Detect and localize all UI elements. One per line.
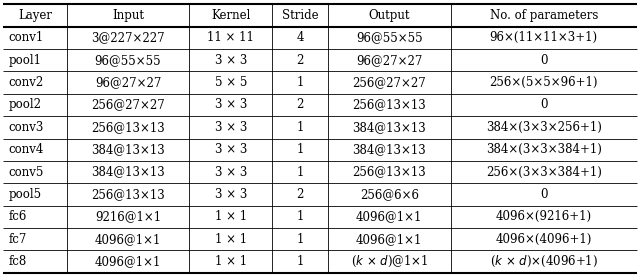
Text: 2: 2 — [296, 54, 304, 67]
Text: conv1: conv1 — [8, 31, 44, 44]
Text: 96@27×27: 96@27×27 — [95, 76, 161, 89]
Text: 0: 0 — [540, 188, 547, 201]
Text: conv3: conv3 — [8, 121, 44, 134]
Text: 4096×(4096+1): 4096×(4096+1) — [495, 233, 592, 246]
Text: 96×(11×11×3+1): 96×(11×11×3+1) — [490, 31, 598, 44]
Text: 4096@1×1: 4096@1×1 — [95, 255, 161, 268]
Text: 256×(3×3×384+1): 256×(3×3×384+1) — [486, 166, 602, 179]
Text: 1 × 1: 1 × 1 — [215, 255, 247, 268]
Text: 1: 1 — [296, 76, 304, 89]
Text: 256@27×27: 256@27×27 — [353, 76, 426, 89]
Text: 384×(3×3×384+1): 384×(3×3×384+1) — [486, 143, 602, 156]
Text: 256@13×13: 256@13×13 — [91, 121, 165, 134]
Text: pool2: pool2 — [8, 98, 42, 111]
Text: fc7: fc7 — [8, 233, 27, 246]
Text: 1: 1 — [296, 210, 304, 223]
Text: 256×(5×5×96+1): 256×(5×5×96+1) — [490, 76, 598, 89]
Text: 2: 2 — [296, 98, 304, 111]
Text: 3 × 3: 3 × 3 — [214, 54, 247, 67]
Text: 3@227×227: 3@227×227 — [91, 31, 164, 44]
Text: 256@27×27: 256@27×27 — [91, 98, 165, 111]
Text: conv5: conv5 — [8, 166, 44, 179]
Text: 384×(3×3×256+1): 384×(3×3×256+1) — [486, 121, 602, 134]
Text: 1: 1 — [296, 166, 304, 179]
Text: 1: 1 — [296, 121, 304, 134]
Text: 3 × 3: 3 × 3 — [214, 166, 247, 179]
Text: 5 × 5: 5 × 5 — [214, 76, 247, 89]
Text: 2: 2 — [296, 188, 304, 201]
Text: 11 × 11: 11 × 11 — [207, 31, 254, 44]
Text: 384@13×13: 384@13×13 — [91, 166, 165, 179]
Text: 3 × 3: 3 × 3 — [214, 121, 247, 134]
Text: 256@13×13: 256@13×13 — [353, 166, 426, 179]
Text: 0: 0 — [540, 98, 547, 111]
Text: conv4: conv4 — [8, 143, 44, 156]
Text: fc6: fc6 — [8, 210, 27, 223]
Text: 4096@1×1: 4096@1×1 — [95, 233, 161, 246]
Text: 4096@1×1: 4096@1×1 — [356, 210, 422, 223]
Text: 3 × 3: 3 × 3 — [214, 188, 247, 201]
Text: 256@13×13: 256@13×13 — [353, 98, 426, 111]
Text: 1: 1 — [296, 143, 304, 156]
Text: 1: 1 — [296, 255, 304, 268]
Text: 4: 4 — [296, 31, 304, 44]
Text: Input: Input — [112, 9, 144, 22]
Text: 96@55×55: 96@55×55 — [356, 31, 422, 44]
Text: Stride: Stride — [282, 9, 319, 22]
Text: 4096×(9216+1): 4096×(9216+1) — [495, 210, 592, 223]
Text: 3 × 3: 3 × 3 — [214, 143, 247, 156]
Text: fc8: fc8 — [8, 255, 27, 268]
Text: ($k$ $\times$ $d$)$\times$(4096+1): ($k$ $\times$ $d$)$\times$(4096+1) — [490, 254, 598, 269]
Text: 4096@1×1: 4096@1×1 — [356, 233, 422, 246]
Text: Layer: Layer — [18, 9, 52, 22]
Text: 96@27×27: 96@27×27 — [356, 54, 422, 67]
Text: conv2: conv2 — [8, 76, 44, 89]
Text: 9216@1×1: 9216@1×1 — [95, 210, 161, 223]
Text: 384@13×13: 384@13×13 — [353, 143, 426, 156]
Text: Output: Output — [369, 9, 410, 22]
Text: 1 × 1: 1 × 1 — [215, 210, 247, 223]
Text: 3 × 3: 3 × 3 — [214, 98, 247, 111]
Text: 384@13×13: 384@13×13 — [353, 121, 426, 134]
Text: 1: 1 — [296, 233, 304, 246]
Text: 384@13×13: 384@13×13 — [91, 143, 165, 156]
Text: 1 × 1: 1 × 1 — [215, 233, 247, 246]
Text: ($k$ $\times$ $d$)@1$\times$1: ($k$ $\times$ $d$)@1$\times$1 — [351, 254, 428, 269]
Text: 0: 0 — [540, 54, 547, 67]
Text: Kernel: Kernel — [211, 9, 251, 22]
Text: 256@6×6: 256@6×6 — [360, 188, 419, 201]
Text: pool1: pool1 — [8, 54, 42, 67]
Text: No. of parameters: No. of parameters — [490, 9, 598, 22]
Text: 96@55×55: 96@55×55 — [95, 54, 161, 67]
Text: pool5: pool5 — [8, 188, 42, 201]
Text: 256@13×13: 256@13×13 — [91, 188, 165, 201]
